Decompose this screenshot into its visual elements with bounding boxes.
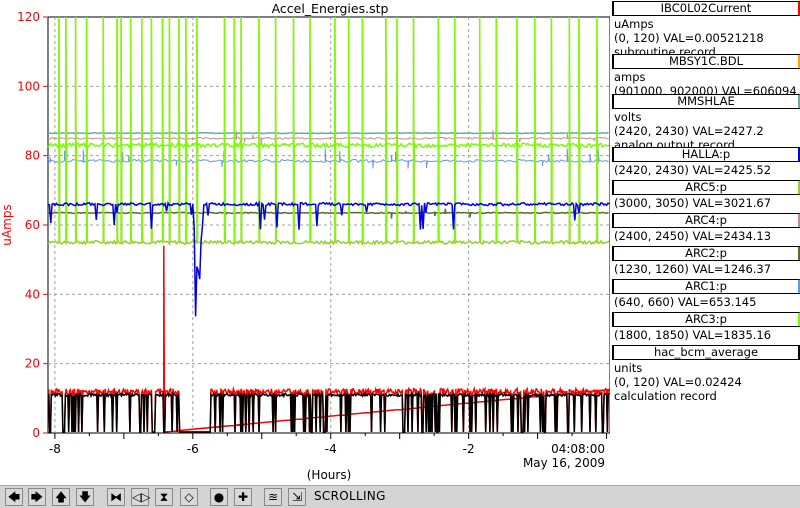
- zoom-in-y-button[interactable]: ⧗: [155, 488, 173, 506]
- y-tick-label: 40: [25, 287, 40, 301]
- legend-series-name[interactable]: ARC3:p: [612, 312, 800, 327]
- legend-range-value: (2420, 2430) VAL=2425.52: [614, 163, 772, 177]
- legend-units: amps: [614, 70, 646, 84]
- legend-range-value: (640, 660) VAL=653.145: [614, 295, 757, 309]
- legend-range-value: (3000, 3050) VAL=3021.67: [614, 196, 772, 210]
- legend-range-value: (2400, 2450) VAL=2434.13: [614, 229, 772, 243]
- series-arc2-p: [47, 208, 609, 219]
- legend-item[interactable]: ARC3:p (1800, 1850) VAL=1835.16: [610, 311, 800, 344]
- legend-item[interactable]: HALLA:p (2420, 2430) VAL=2425.52: [610, 146, 800, 179]
- legend-item[interactable]: ARC5:p (3000, 3050) VAL=3021.67: [610, 179, 800, 212]
- strip-chart[interactable]: Accel_Energies.stp 0 20 40 60 80 100 120 -8 -6 -4…: [0, 0, 800, 485]
- y-tick-label: 100: [17, 79, 40, 93]
- legend-series-name[interactable]: MBSY1C.BDL: [612, 54, 800, 69]
- legend-item[interactable]: MBSY1C.BDL amps (901000, 902000) VAL=60609…: [610, 53, 800, 98]
- y-tick-label: 60: [25, 218, 40, 232]
- zoom-out-y-button[interactable]: ◇: [180, 488, 198, 506]
- zoom-out-x-button[interactable]: ◁▷: [131, 488, 151, 506]
- legend-range-value: (1230, 1260) VAL=1246.37: [614, 262, 772, 276]
- axes: 0 20 40 60 80 100 120 -8 -6 -4 -2: [17, 10, 608, 456]
- x-tick-label: -2: [463, 442, 475, 456]
- scroll-right-button[interactable]: 🡆: [28, 488, 46, 506]
- date-label: May 16, 2009: [523, 456, 605, 470]
- y-tick-label: 20: [25, 357, 40, 371]
- zoom-in-x-button[interactable]: ⧓: [107, 488, 125, 506]
- legend-series-name[interactable]: IBC0L02Current: [612, 1, 800, 16]
- series-mmshlae: [48, 132, 609, 135]
- x-tick-label: -6: [187, 442, 199, 456]
- legend-range-value: (2420, 2430) VAL=2427.2: [614, 124, 764, 138]
- legend-units: volts: [614, 110, 642, 124]
- scroll-toggle-button[interactable]: ⇲: [288, 488, 306, 506]
- legend-range-value: (1800, 1850) VAL=1835.16: [614, 328, 772, 342]
- legend-series-name[interactable]: ARC5:p: [612, 180, 800, 195]
- legend-series-name[interactable]: ARC1:p: [612, 279, 800, 294]
- time-label: 04:08:00: [551, 442, 605, 456]
- legend-units: units: [614, 361, 643, 375]
- legend-units: uAmps: [614, 17, 654, 31]
- legend-item[interactable]: hac_bcm_average units (0, 120) VAL=0.02424…: [610, 344, 800, 403]
- legend-series-name[interactable]: MMSHLAE: [612, 94, 800, 109]
- series-arc5-p: [47, 16, 610, 247]
- legend-series-name[interactable]: ARC4:p: [612, 213, 800, 228]
- legend-item[interactable]: IBC0L02Current uAmps (0, 120) VAL=0.005212…: [610, 0, 800, 59]
- legend-record-type: calculation record: [614, 389, 717, 403]
- series-halla-p: [47, 200, 610, 317]
- legend-item[interactable]: ARC1:p (640, 660) VAL=653.145: [610, 278, 800, 311]
- legend-item[interactable]: MMSHLAE volts (2420, 2430) VAL=2427.2 analo…: [610, 93, 800, 152]
- x-tick-label: -4: [325, 442, 337, 456]
- scroll-up-button[interactable]: 🡅: [52, 488, 70, 506]
- add-button[interactable]: ✚: [234, 488, 252, 506]
- y-tick-label: 80: [25, 149, 40, 163]
- legend-range-value: (0, 120) VAL=0.00521218: [614, 31, 764, 45]
- scroll-left-button[interactable]: 🡄: [5, 488, 23, 506]
- fit-button[interactable]: ≊: [264, 488, 282, 506]
- toolbar: SCROLLING 🡄 🡆 🡅 🡇 ⧓ ◁▷ ⧗ ◇ ● ✚ ≊ ⇲: [0, 485, 800, 508]
- y-axis-label: uAmps: [0, 204, 14, 245]
- scroll-down-button[interactable]: 🡇: [76, 488, 94, 506]
- chart-title: Accel_Energies.stp: [272, 1, 389, 16]
- record-button[interactable]: ●: [210, 488, 228, 506]
- series-layer: [47, 16, 611, 433]
- legend-series-name[interactable]: hac_bcm_average: [612, 345, 800, 360]
- status-label: SCROLLING: [314, 489, 386, 503]
- legend: IBC0L02Current uAmps (0, 120) VAL=0.005212…: [610, 0, 800, 485]
- series-hac-bcm-average: [47, 391, 610, 433]
- series-arc3-p: [47, 16, 610, 243]
- x-tick-label: -8: [49, 442, 61, 456]
- legend-series-name[interactable]: HALLA:p: [612, 147, 800, 162]
- legend-item[interactable]: ARC2:p (1230, 1260) VAL=1246.37: [610, 245, 800, 278]
- x-axis-label: (Hours): [307, 468, 352, 482]
- y-tick-label: 120: [17, 10, 40, 24]
- legend-range-value: (0, 120) VAL=0.02424: [614, 375, 742, 389]
- legend-item[interactable]: ARC4:p (2400, 2450) VAL=2434.13: [610, 212, 800, 245]
- legend-series-name[interactable]: ARC2:p: [612, 246, 800, 261]
- y-tick-label: 0: [32, 426, 40, 440]
